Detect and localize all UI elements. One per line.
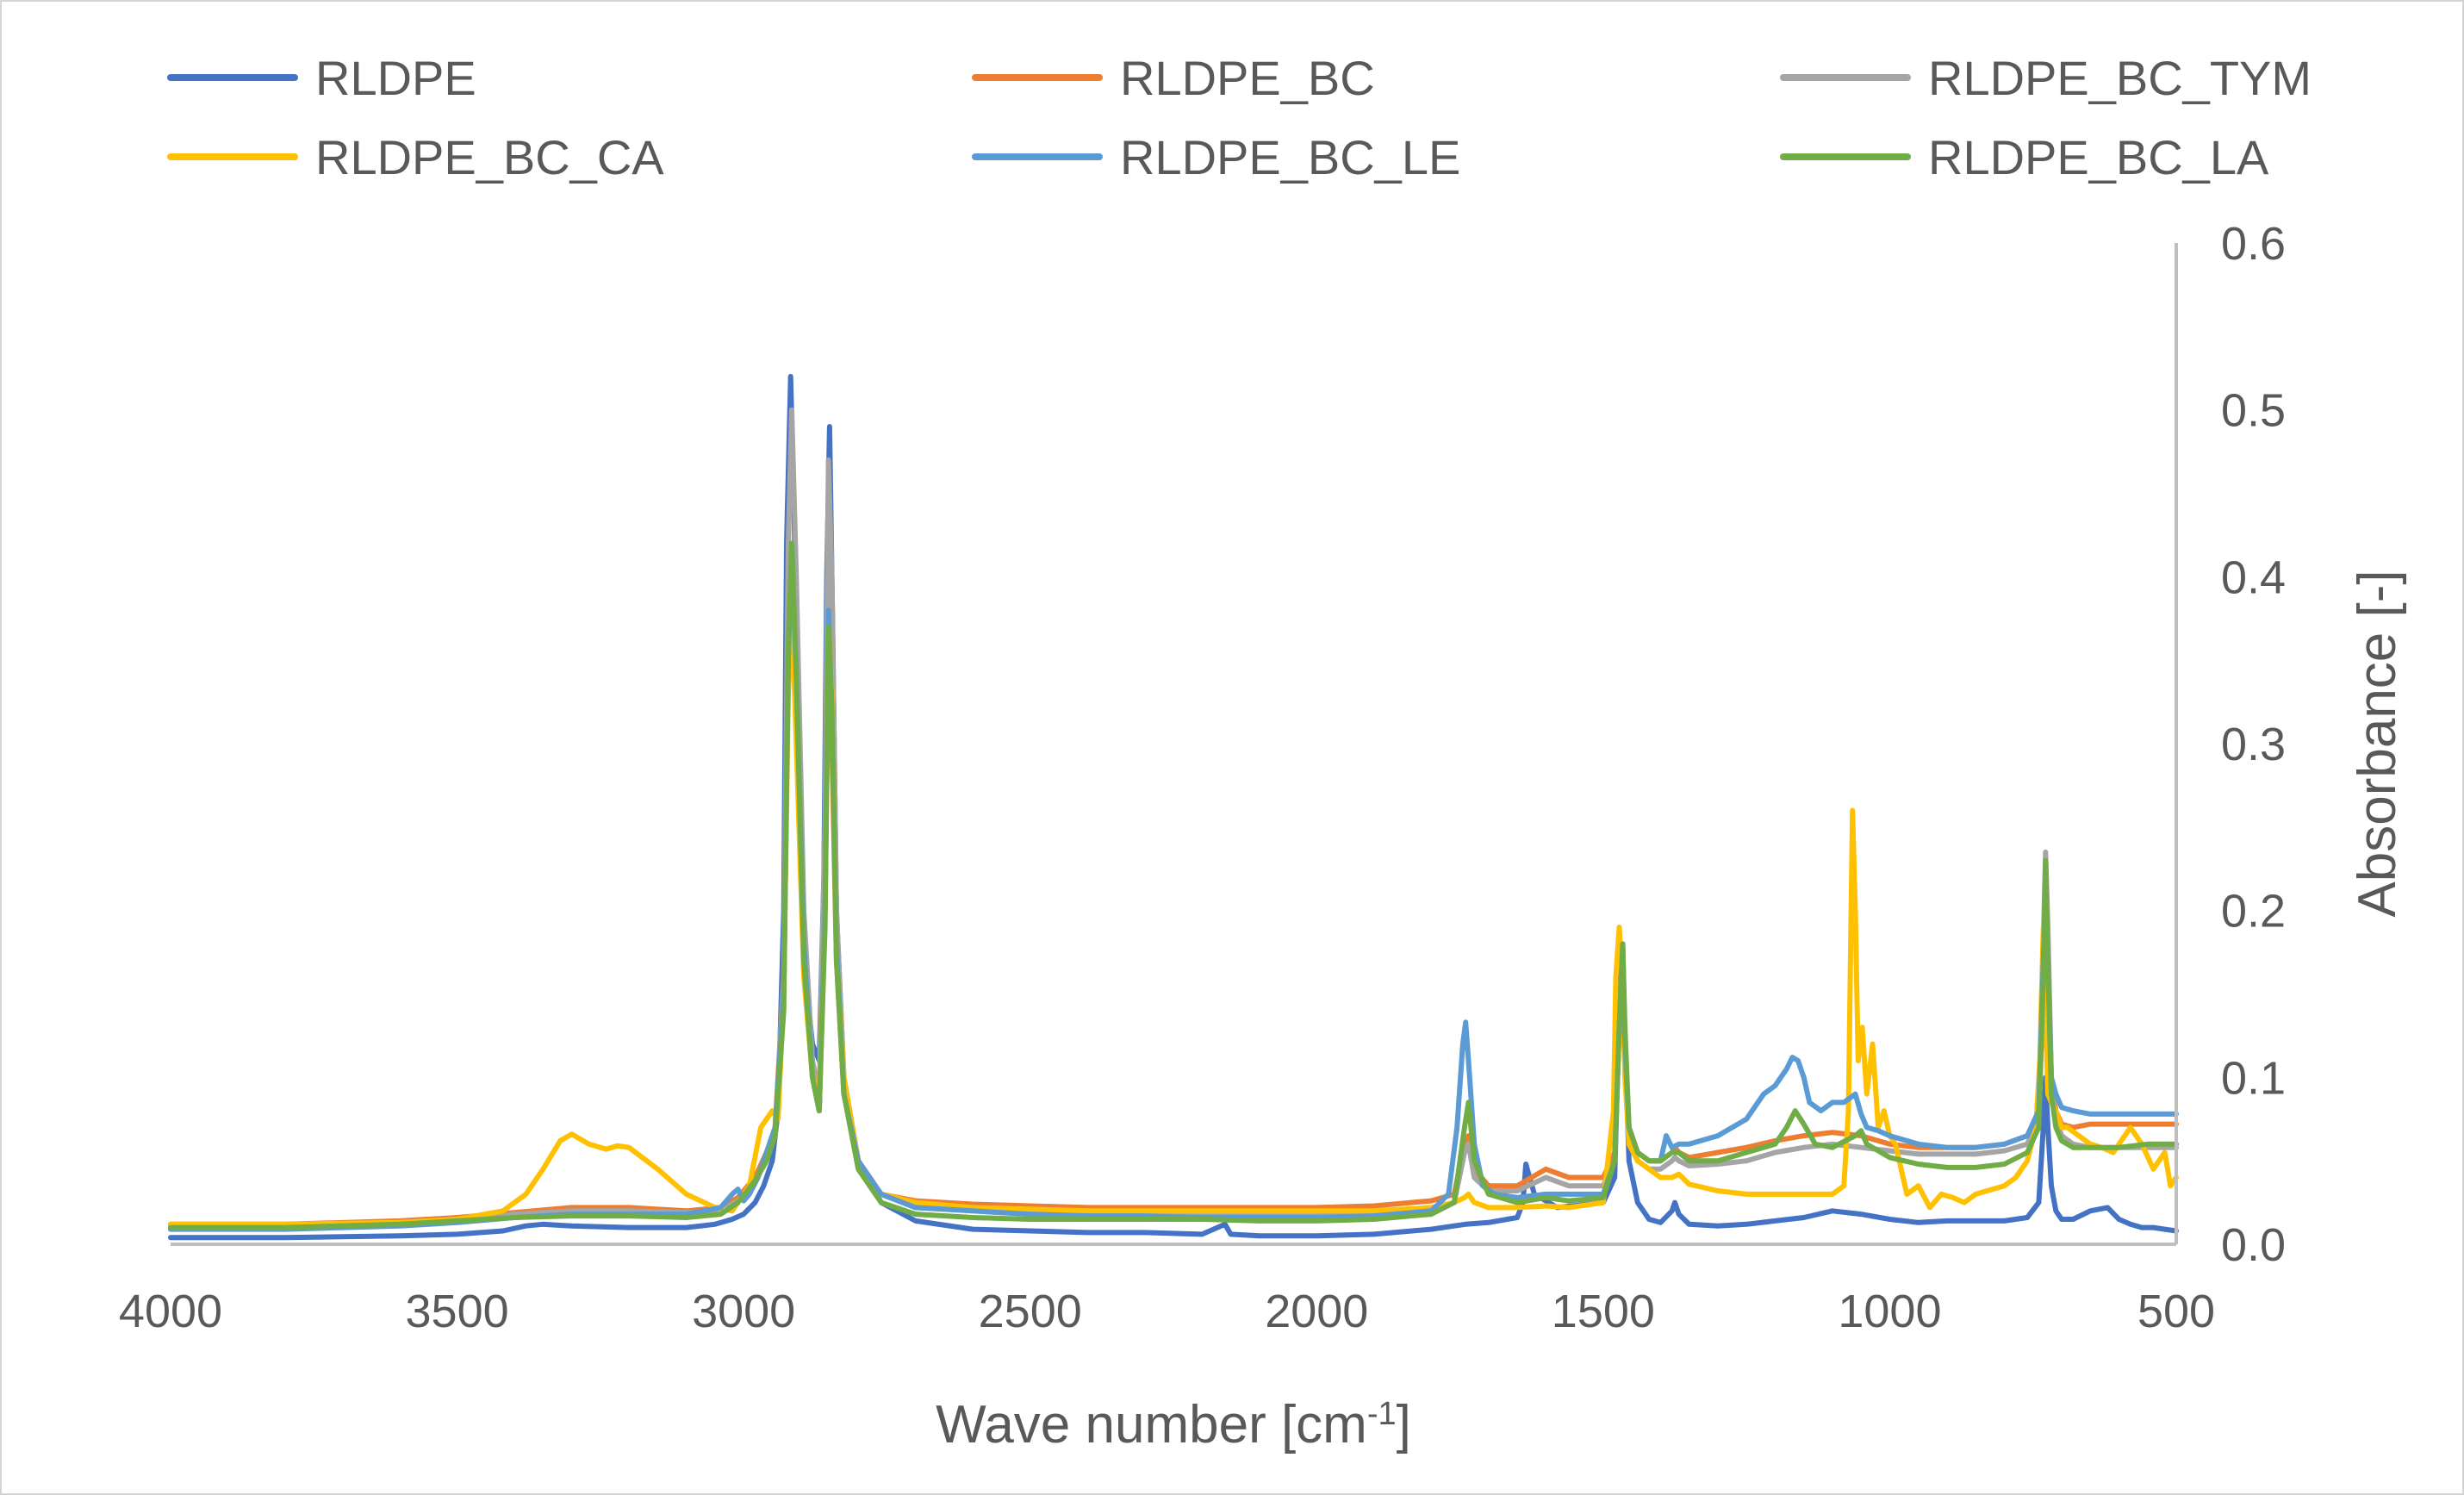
legend-label: RLDPE_BC [1120, 51, 1375, 105]
x-tick-label: 4000 [119, 1286, 222, 1337]
legend-label: RLDPE_BC_LE [1120, 130, 1460, 184]
legend-label: RLDPE_BC_LA [1928, 130, 2269, 184]
y-tick-label: 0.6 [2221, 218, 2286, 270]
x-axis-title-end: ] [1397, 1395, 1411, 1455]
x-tick-label: 500 [2137, 1286, 2215, 1337]
x-tick-label: 1500 [1552, 1286, 1655, 1337]
x-axis-title: Wave number [cm-1] [936, 1395, 1411, 1455]
y-tick-label: 0.5 [2221, 385, 2286, 437]
x-tick-label: 3500 [406, 1286, 509, 1337]
x-tick-label: 1000 [1838, 1286, 1941, 1337]
series-line-rldpe-bc-la [168, 540, 2179, 1230]
y-axis-title: Absorbance [-] [2348, 570, 2407, 917]
legend-label: RLDPE_BC_TYM [1928, 51, 2312, 105]
legend-item: RLDPE_BC_LA [1780, 130, 2269, 184]
x-axis-title-text: Wave number [cm [936, 1395, 1367, 1455]
plot-area [168, 373, 2179, 1241]
y-tick-label: 0.3 [2221, 719, 2286, 770]
y-tick-labels: 0.0 0.1 0.2 0.3 0.4 0.5 0.6 [2221, 218, 2286, 1271]
legend-label: RLDPE_BC_CA [315, 130, 664, 184]
legend: RLDPE RLDPE_BC RLDPE_BC_TYM RLDPE_BC_CA RLDP… [167, 51, 2312, 184]
y-tick-label: 0.2 [2221, 886, 2286, 937]
x-tick-labels: 4000 3500 3000 2500 2000 1500 1000 500 [119, 1286, 2215, 1337]
x-tick-label: 3000 [692, 1286, 795, 1337]
x-tick-label: 2000 [1265, 1286, 1368, 1337]
y-tick-label: 0.1 [2221, 1052, 2286, 1104]
series-line-rldpe-bc-le [168, 540, 2179, 1232]
axes [171, 243, 2178, 1246]
legend-item: RLDPE [167, 51, 476, 105]
x-tick-label: 2500 [979, 1286, 1082, 1337]
x-axis-title-superscript: -1 [1367, 1396, 1397, 1432]
legend-item: RLDPE_BC [972, 51, 1375, 105]
legend-label: RLDPE [315, 51, 476, 105]
legend-item: RLDPE_BC_TYM [1780, 51, 2312, 105]
legend-item: RLDPE_BC_CA [167, 130, 664, 184]
y-tick-label: 0.0 [2221, 1219, 2286, 1271]
y-tick-label: 0.4 [2221, 551, 2286, 603]
legend-item: RLDPE_BC_LE [972, 130, 1460, 184]
series-line-rldpe-bc [168, 558, 2179, 1227]
